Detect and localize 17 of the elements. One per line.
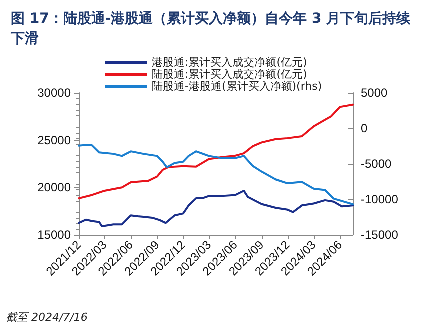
legend-label: 陆股通:累计买入成交净额(亿元) [152,68,308,81]
y-tick-label: 25000 [38,133,72,148]
y-tick-label: 20000 [38,180,72,195]
y2-tick-label: -10000 [361,192,399,206]
y-tick-label: 15000 [38,228,72,242]
line-series [78,104,354,200]
y2-tick-label: 5000 [361,86,388,100]
chart-title: 图 17：陆股通-港股通（累计买入净额）自今年 3 月下旬后持续下滑 [10,10,412,47]
y2-tick-label: 0 [361,122,368,136]
y-tick-label: 30000 [38,86,72,100]
text: 截至 2024/7/16 [6,311,88,324]
y2-tick-label: -15000 [361,228,399,242]
y2-tick-label: -5000 [361,157,392,171]
line-series [78,144,354,206]
legend-label: 陆股通-港股通(累计买入净额)(rhs) [152,80,322,93]
legend-label: 港股通:累计买入成交净额(亿元) [152,56,308,69]
line-series [78,190,354,228]
